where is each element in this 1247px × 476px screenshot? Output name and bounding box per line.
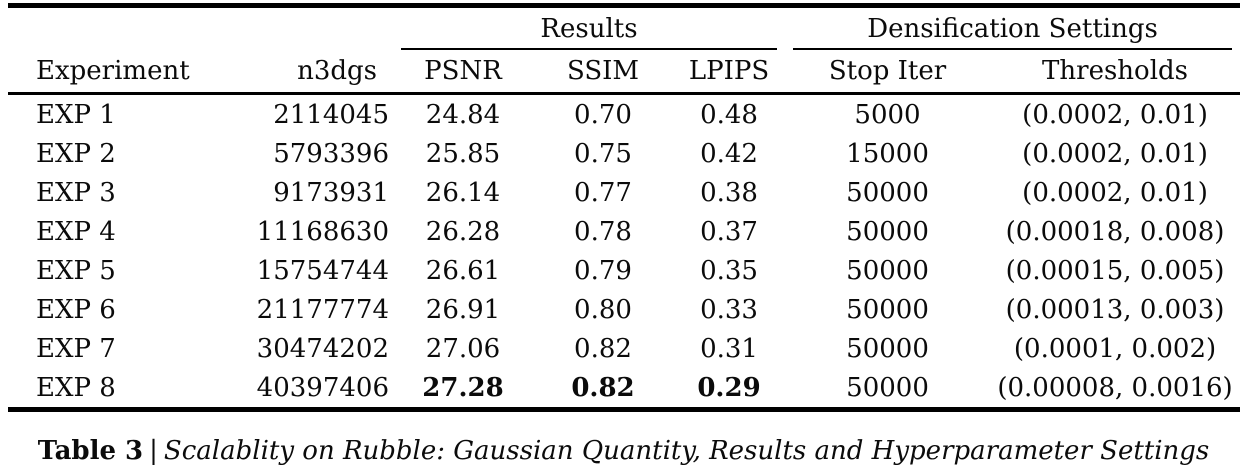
cell-ssim: 0.75 (574, 138, 632, 169)
cell-lpips: 0.35 (700, 255, 758, 286)
results-table: Results Densification Settings Experimen… (8, 3, 1241, 412)
column-group-densification: Densification Settings (785, 6, 1240, 50)
cell-stop-iter: 50000 (846, 333, 929, 364)
spanner-spacer (8, 6, 393, 51)
cell-n3dgs: 30474202 (256, 333, 389, 364)
cell-experiment: EXP 2 (36, 138, 116, 169)
table-caption-separator: | (149, 436, 158, 466)
cell-thresholds: (0.00008, 0.0016) (997, 372, 1233, 403)
cell-psnr: 26.14 (425, 177, 501, 208)
cell-thresholds: (0.0002, 0.01) (1022, 99, 1208, 130)
cell-psnr: 25.85 (425, 138, 501, 169)
cell-ssim: 0.79 (574, 255, 632, 286)
cell-stop-iter: 5000 (854, 99, 921, 130)
cell-n3dgs: 5793396 (273, 138, 389, 169)
cell-thresholds: (0.0001, 0.002) (1013, 333, 1217, 364)
cell-stop-iter: 50000 (846, 255, 929, 286)
cell-ssim: 0.77 (574, 177, 632, 208)
cell-psnr-best: 27.28 (422, 372, 504, 403)
cell-n3dgs: 11168630 (256, 216, 389, 247)
table-row-exp8: EXP 8 40397406 27.28 0.82 0.29 50000 (0.… (8, 368, 1240, 410)
cell-thresholds: (0.00013, 0.003) (1005, 294, 1225, 325)
column-header-experiment: Experiment (36, 56, 190, 86)
cell-lpips: 0.42 (700, 138, 758, 169)
table-row-exp1: EXP 1 2114045 24.84 0.70 0.48 5000 (0.00… (8, 94, 1240, 135)
column-group-densification-label: Densification Settings (793, 14, 1233, 50)
cell-lpips: 0.33 (700, 294, 758, 325)
column-header-row: Experiment n3dgs PSNR SSIM LPIPS Stop It… (8, 50, 1241, 94)
cell-lpips: 0.48 (700, 99, 758, 130)
column-header-psnr: PSNR (424, 56, 502, 86)
table-row-exp2: EXP 2 5793396 25.85 0.75 0.42 15000 (0.0… (8, 134, 1240, 173)
cell-stop-iter: 50000 (846, 216, 929, 247)
cell-psnr: 26.61 (425, 255, 501, 286)
cell-lpips: 0.31 (700, 333, 758, 364)
cell-stop-iter: 50000 (846, 372, 929, 403)
column-group-row: Results Densification Settings (8, 6, 1240, 51)
cell-thresholds: (0.00015, 0.005) (1005, 255, 1225, 286)
cell-stop-iter: 50000 (846, 294, 929, 325)
column-group-results-label: Results (401, 14, 778, 50)
column-group-results: Results (393, 6, 785, 50)
column-header-thresholds: Thresholds (1042, 56, 1188, 86)
table-caption-label: Table 3 (37, 436, 144, 466)
cell-n3dgs: 40397406 (256, 372, 389, 403)
cell-ssim: 0.78 (574, 216, 632, 247)
table-caption-text: Scalablity on Rubble: Gaussian Quantity,… (163, 436, 1210, 466)
cell-experiment: EXP 5 (36, 255, 116, 286)
cell-thresholds: (0.0002, 0.01) (1022, 138, 1208, 169)
cell-ssim: 0.80 (574, 294, 632, 325)
cell-experiment: EXP 1 (36, 99, 116, 130)
cell-experiment: EXP 7 (36, 333, 116, 364)
cell-experiment: EXP 4 (36, 216, 116, 247)
cell-ssim-best: 0.82 (571, 372, 635, 403)
table-row-exp4: EXP 4 11168630 26.28 0.78 0.37 50000 (0.… (8, 212, 1240, 251)
cell-n3dgs: 9173931 (273, 177, 389, 208)
table-row-exp5: EXP 5 15754744 26.61 0.79 0.35 50000 (0.… (8, 251, 1240, 290)
cell-experiment: EXP 8 (36, 372, 116, 403)
column-header-stop-iter: Stop Iter (828, 56, 947, 86)
cell-experiment: EXP 6 (36, 294, 116, 325)
column-header-lpips: LPIPS (688, 56, 770, 86)
cell-psnr: 24.84 (425, 99, 501, 130)
cell-psnr: 26.28 (425, 216, 501, 247)
cell-thresholds: (0.00018, 0.008) (1005, 216, 1225, 247)
cell-n3dgs: 2114045 (273, 99, 389, 130)
cell-lpips-best: 0.29 (697, 372, 761, 403)
table-caption: Table 3 | Scalablity on Rubble: Gaussian Q… (0, 436, 1247, 466)
cell-n3dgs: 21177774 (256, 294, 389, 325)
column-header-n3dgs: n3dgs (297, 56, 377, 86)
column-header-ssim: SSIM (566, 56, 640, 86)
cell-n3dgs: 15754744 (256, 255, 389, 286)
cell-thresholds: (0.0002, 0.01) (1022, 177, 1208, 208)
cell-lpips: 0.37 (700, 216, 758, 247)
cell-ssim: 0.70 (574, 99, 632, 130)
cell-experiment: EXP 3 (36, 177, 116, 208)
cell-psnr: 26.91 (425, 294, 501, 325)
cell-ssim: 0.82 (574, 333, 632, 364)
table-row-exp3: EXP 3 9173931 26.14 0.77 0.38 50000 (0.0… (8, 173, 1240, 212)
cell-stop-iter: 50000 (846, 177, 929, 208)
table-row-exp6: EXP 6 21177774 26.91 0.80 0.33 50000 (0.… (8, 290, 1240, 329)
table-row-exp7: EXP 7 30474202 27.06 0.82 0.31 50000 (0.… (8, 329, 1240, 368)
cell-psnr: 27.06 (425, 333, 501, 364)
cell-stop-iter: 15000 (846, 138, 929, 169)
cell-lpips: 0.38 (700, 177, 758, 208)
